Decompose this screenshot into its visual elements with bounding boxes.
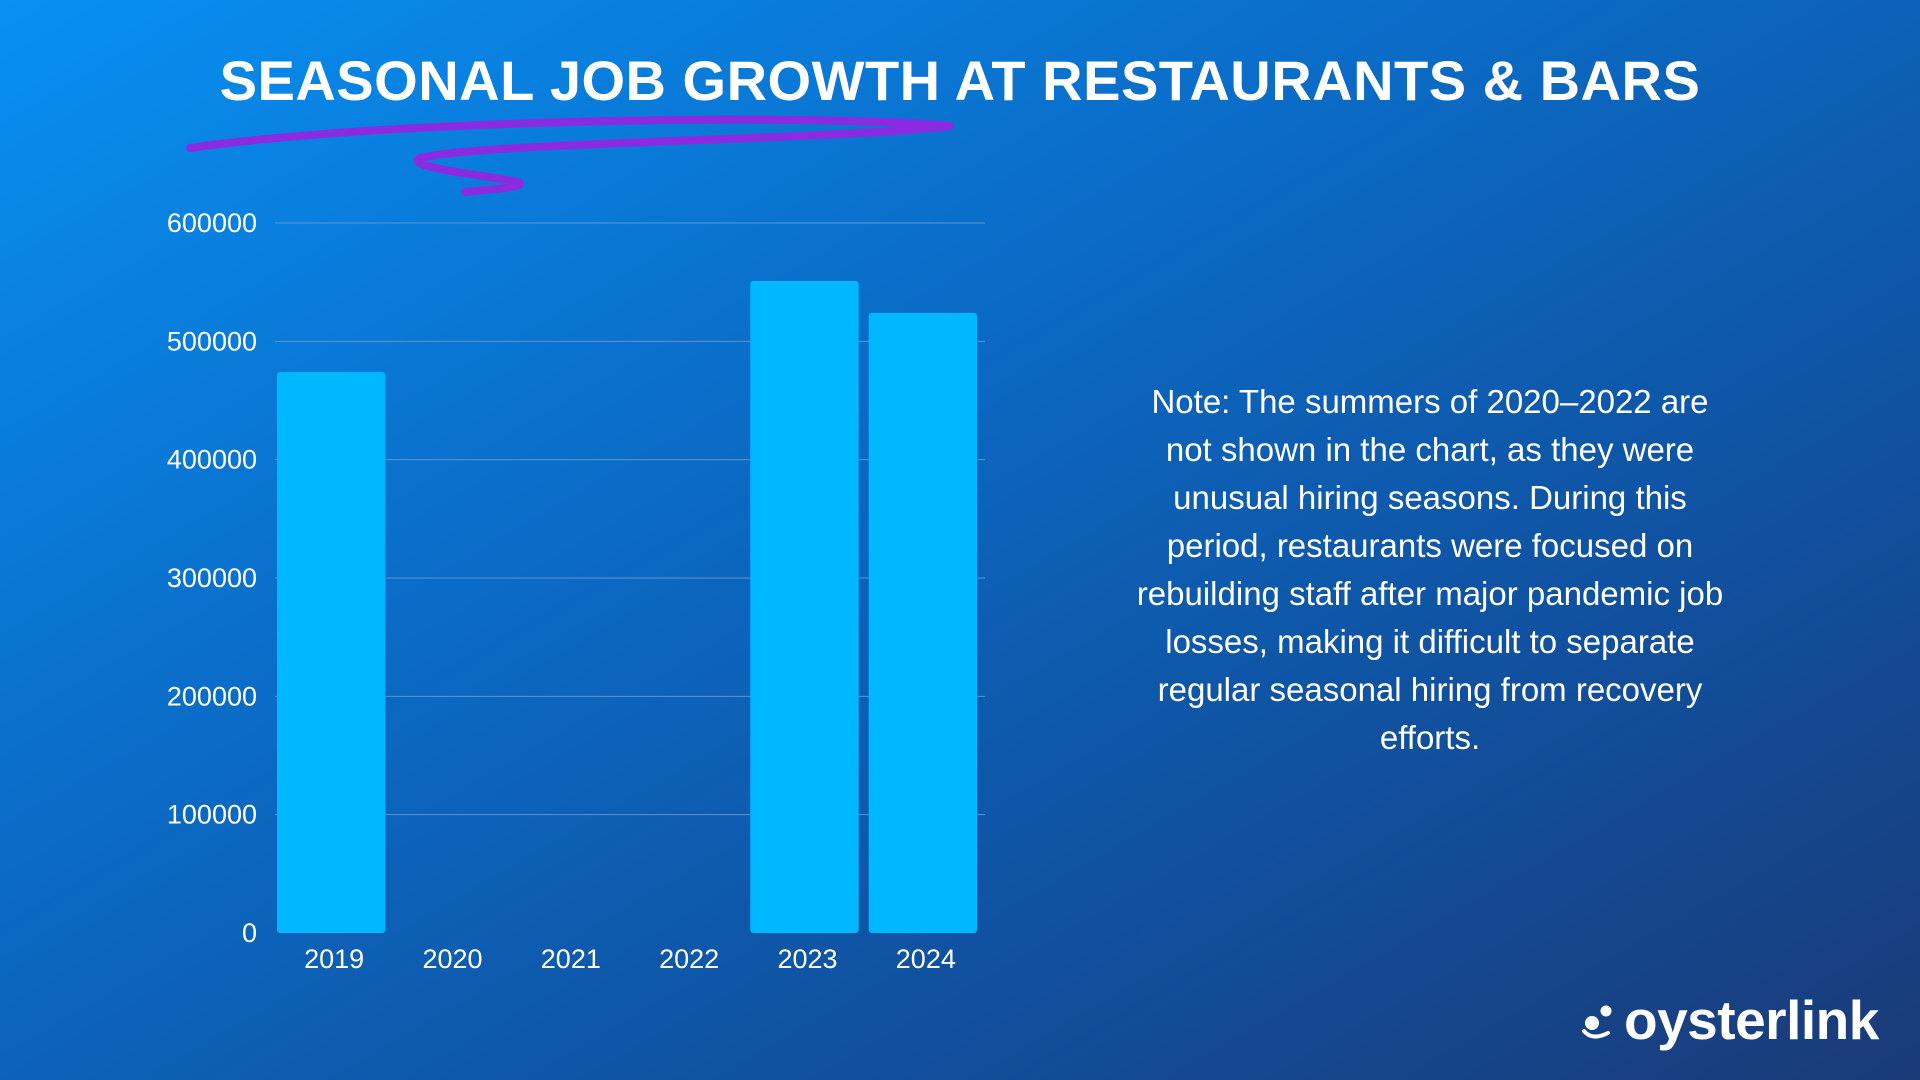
- bar-2023: [750, 280, 859, 933]
- y-tick-label: 100000: [167, 800, 257, 830]
- y-tick-label: 300000: [167, 563, 257, 593]
- x-tick-label: 2022: [659, 944, 719, 974]
- x-tick-label: 2021: [541, 944, 601, 974]
- brand-logo: oysterlink: [1578, 986, 1903, 1054]
- bar-chart: 0 100000 200000 300000 400000 500000 600000 201…: [167, 208, 985, 974]
- bar-2019: [277, 372, 386, 934]
- x-tick-label: 2023: [777, 944, 837, 974]
- chart-note: Note: The summers of 2020–2022 are not s…: [1136, 383, 1724, 756]
- y-tick-label: 500000: [167, 326, 257, 356]
- y-tick-label: 400000: [167, 445, 257, 475]
- oysterlink-logo-icon: [1582, 1005, 1612, 1039]
- brand-name: oysterlink: [1624, 988, 1879, 1051]
- x-tick-label: 2024: [896, 944, 956, 974]
- x-tick-label: 2019: [304, 944, 364, 974]
- y-tick-label: 200000: [167, 681, 257, 711]
- y-tick-label: 600000: [167, 208, 257, 238]
- chart-title: SEASONAL JOB GROWTH AT RESTAURANTS & BAR…: [219, 49, 1701, 112]
- bar-2024: [868, 312, 977, 933]
- title-underline-swoosh: [186, 115, 954, 196]
- x-tick-label: 2020: [422, 944, 482, 974]
- y-tick-label: 0: [242, 918, 257, 948]
